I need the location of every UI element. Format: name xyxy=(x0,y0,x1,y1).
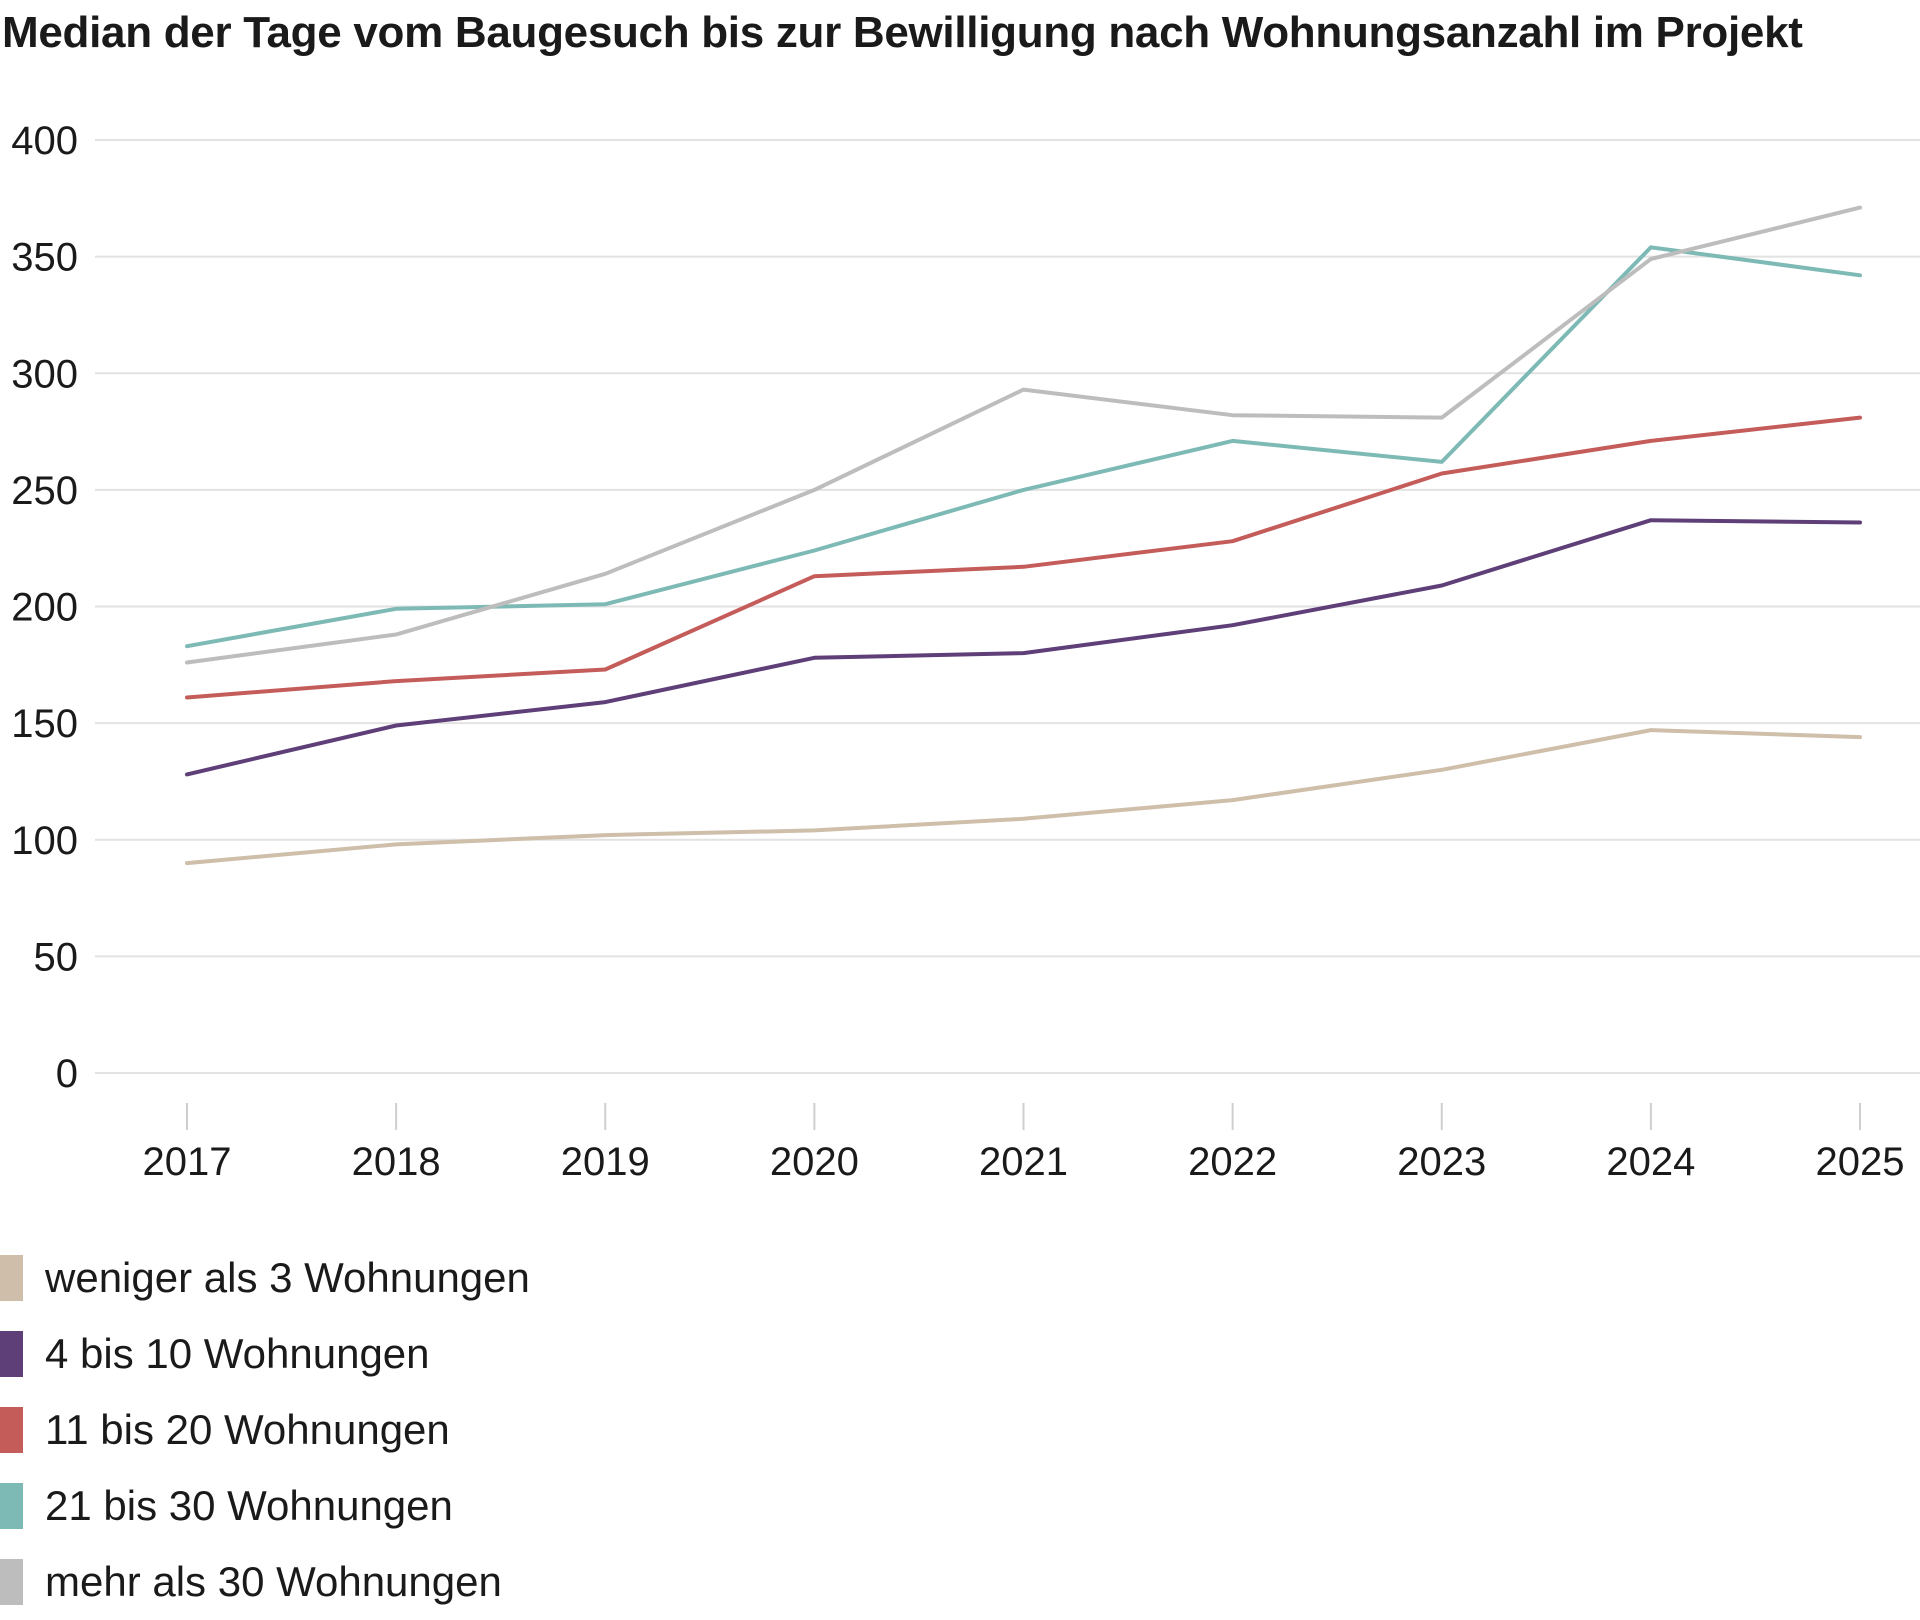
series-line-3 xyxy=(185,415,1862,700)
y-axis-tick-labels: 0 50 100 150 200 250 300 350 400 xyxy=(11,119,78,1096)
y-tick-label: 300 xyxy=(11,352,78,396)
x-tick-label: 2018 xyxy=(352,1140,441,1184)
legend-swatch xyxy=(0,1255,23,1301)
chart-title: Median der Tage vom Baugesuch bis zur Be… xyxy=(2,8,1803,57)
legend-swatch xyxy=(0,1407,23,1453)
x-tick-label: 2017 xyxy=(143,1140,232,1184)
legend-item: mehr als 30 Wohnungen xyxy=(0,1544,530,1620)
x-tick-label: 2021 xyxy=(979,1140,1068,1184)
y-tick-label: 0 xyxy=(56,1052,78,1096)
y-tick-label: 200 xyxy=(11,586,78,630)
legend-label: weniger als 3 Wohnungen xyxy=(45,1254,530,1301)
x-tick-label: 2023 xyxy=(1397,1140,1486,1184)
y-tick-label: 350 xyxy=(11,236,78,280)
legend-label: 4 bis 10 Wohnungen xyxy=(45,1330,430,1377)
series-line-1 xyxy=(185,728,1862,866)
legend-label: 21 bis 30 Wohnungen xyxy=(45,1482,453,1529)
y-tick-label: 100 xyxy=(11,819,78,863)
legend: weniger als 3 Wohnungen 4 bis 10 Wohnunge… xyxy=(0,1240,530,1620)
legend-label: mehr als 30 Wohnungen xyxy=(45,1558,502,1605)
legend-swatch xyxy=(0,1559,23,1605)
x-tick-label: 2022 xyxy=(1188,1140,1277,1184)
series-line-2 xyxy=(185,518,1862,777)
x-tick-label: 2025 xyxy=(1816,1140,1905,1184)
x-axis-ticks: 2017 2018 2019 2020 2021 2022 2023 2024 2025 xyxy=(143,1103,1905,1184)
y-tick-label: 150 xyxy=(11,702,78,746)
legend-swatch xyxy=(0,1483,23,1529)
legend-swatch xyxy=(0,1331,23,1377)
y-tick-label: 250 xyxy=(11,469,78,513)
series-line-5 xyxy=(185,205,1862,665)
y-tick-label: 400 xyxy=(11,119,78,163)
legend-item: 21 bis 30 Wohnungen xyxy=(0,1468,530,1544)
grid-lines xyxy=(95,139,1920,1074)
legend-item: weniger als 3 Wohnungen xyxy=(0,1240,530,1316)
series-lines xyxy=(185,205,1862,866)
x-tick-label: 2020 xyxy=(770,1140,859,1184)
legend-label: 11 bis 20 Wohnungen xyxy=(45,1406,450,1453)
x-tick-label: 2019 xyxy=(561,1140,650,1184)
legend-item: 11 bis 20 Wohnungen xyxy=(0,1392,530,1468)
series-line-4 xyxy=(185,245,1862,649)
y-tick-label: 50 xyxy=(34,935,79,979)
legend-item: 4 bis 10 Wohnungen xyxy=(0,1316,530,1392)
x-tick-label: 2024 xyxy=(1606,1140,1695,1184)
